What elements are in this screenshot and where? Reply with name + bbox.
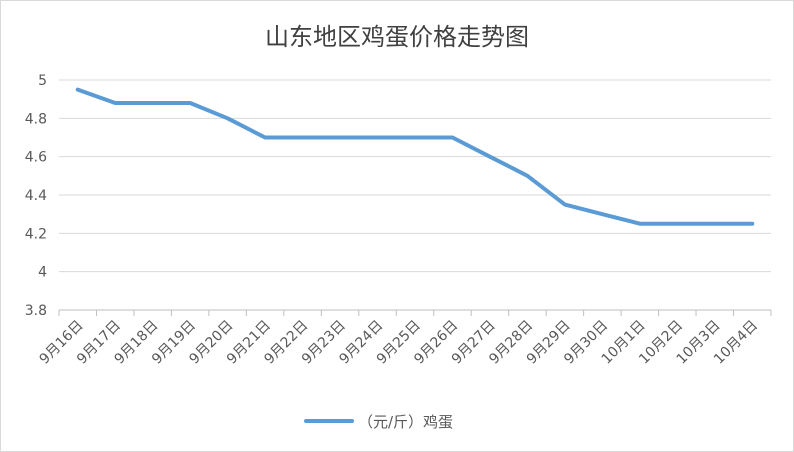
legend-label: （元/斤）鸡蛋 — [358, 413, 453, 431]
y-tick-label: 4.4 — [25, 188, 47, 204]
series-layer — [75, 87, 755, 226]
chart-title: 山东地区鸡蛋价格走势图 — [265, 23, 529, 51]
x-axis — [58, 309, 772, 316]
y-tick-label: 4 — [38, 265, 47, 281]
x-axis-ticks: 9月16日9月17日9月18日9月19日9月20日9月21日9月22日9月23日… — [37, 318, 762, 368]
y-tick-label: 3.8 — [25, 303, 47, 319]
legend: （元/斤）鸡蛋 — [304, 413, 453, 431]
y-axis-ticks: 3.8 4 4.2 4.4 4.6 4.8 5 — [25, 73, 47, 319]
y-tick-label: 4.8 — [25, 111, 47, 127]
y-tick-label: 5 — [38, 73, 47, 89]
grid-lines — [59, 79, 771, 273]
y-tick-label: 4.2 — [25, 226, 47, 242]
series-line — [75, 87, 755, 226]
y-tick-label: 4.6 — [25, 150, 47, 166]
